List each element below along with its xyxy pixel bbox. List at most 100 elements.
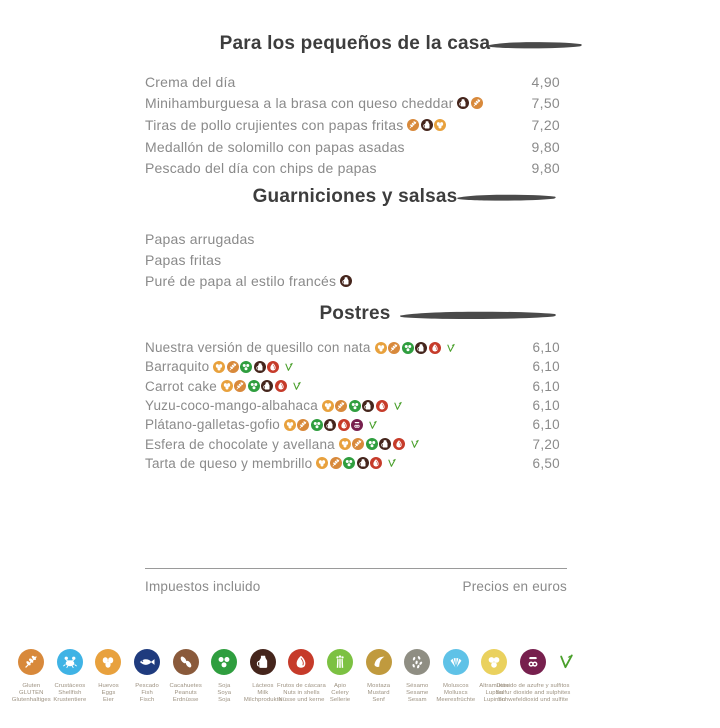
so2-icon	[351, 418, 364, 431]
vegetarian-v-icon	[368, 420, 378, 430]
menu-item-price: 7,20	[532, 436, 560, 452]
menu-item-name: Esfera de chocolate y avellana	[145, 436, 335, 452]
menu-item-price: 9,80	[531, 160, 560, 177]
legend-item-sesame: Sésamo Sesame Sesam	[398, 649, 437, 704]
menu-item-row: Medallón de solomillo con papas asadas 9,…	[145, 136, 560, 158]
nut-shell-icon	[274, 380, 287, 393]
milk-jug-icon	[420, 118, 433, 131]
menu-item-name: Crema del día	[145, 73, 236, 90]
menu-item-name: Barraquito	[145, 359, 210, 375]
legend-item-label: Sésamo Sesame Sesam	[406, 683, 429, 703]
menu-item-row: Papas arrugadas	[145, 228, 560, 249]
mustard-icon	[365, 649, 392, 675]
menu-item-name: Papas fritas	[145, 251, 222, 268]
nut-shell-icon	[267, 360, 280, 373]
allergen-icon-group	[457, 97, 483, 110]
peanut-icon	[172, 649, 199, 675]
allergen-icon-group	[220, 380, 287, 393]
menu-item-name: Carrot cake	[145, 378, 217, 394]
wheat-icon	[407, 118, 420, 131]
menu-item-row: Minihamburguesa a la brasa con queso che…	[145, 93, 560, 115]
legend-item-celery: Apio Celery Sellerie	[321, 649, 360, 704]
legend-item-label: Moluscos Molluscs Meeresfrüchte	[436, 683, 476, 703]
menu-item-price: 7,20	[531, 116, 560, 133]
nut-shell-icon	[337, 418, 350, 431]
menu-item-row: Papas fritas	[145, 249, 560, 270]
vegetarian-v-icon	[292, 381, 302, 391]
wheat-icon	[297, 418, 310, 431]
section-title: Guarniciones y salsas	[252, 186, 458, 207]
allergen-icon-group	[340, 275, 353, 288]
legend-item-crustaceans: Crustáceos Shellfish Krustentiere	[51, 649, 90, 704]
vegetarian-v-icon	[284, 362, 294, 372]
milk-jug-icon	[340, 275, 353, 288]
menu-item-row: Nuestra versión de quesillo con nata 6,10	[145, 338, 560, 357]
menu-item-row: Crema del día 4,90	[145, 71, 560, 93]
brush-stroke	[457, 194, 556, 201]
wheat-icon	[18, 649, 45, 675]
wheat-icon	[329, 457, 342, 470]
menu-item-row: Esfera de chocolate y avellana 7,20	[145, 434, 560, 453]
milk-jug-icon	[457, 97, 470, 110]
eggs-icon	[95, 649, 122, 675]
soybean-icon	[310, 418, 323, 431]
legend-item-mustard: Mostaza Mustard Senf	[359, 649, 398, 704]
legend-item-sulfites: Dióxido de azufre y sulfitos Sulfur dioxi…	[496, 649, 570, 704]
legend-item-soy: Soja Soya Soja	[205, 649, 244, 704]
milk-jug-icon	[356, 457, 369, 470]
menu-item-row: Carrot cake 6,10	[145, 377, 560, 396]
soybean-icon	[348, 399, 361, 412]
vegetarian-v-icon	[387, 458, 397, 468]
allergen-icon-group	[321, 399, 388, 412]
eggs-icon	[213, 360, 226, 373]
legend-item-label: Frutos de cáscara Nuts in shells Nüsse und…	[277, 683, 326, 703]
legend-item-fish: Pescado Fish Fisch	[128, 649, 167, 704]
menu-item-name: Papas arrugadas	[145, 230, 255, 247]
menu-item-price: 6,50	[532, 455, 560, 471]
menu-item-row: Yuzu-coco-mango-albahaca 6,10	[145, 396, 560, 415]
wheat-icon	[470, 97, 483, 110]
footer-currency-note: Precios en euros	[462, 579, 567, 594]
milk-jug-icon	[415, 341, 428, 354]
nut-shell-icon	[288, 649, 315, 675]
legend-item-lupins: Altramuces Lupins Lupinen	[475, 649, 514, 704]
section-title: Postres	[319, 303, 391, 324]
menu-item-list: Papas arrugadas Papas fritas Puré de papa …	[145, 228, 560, 292]
legend-item-label: Crustáceos Shellfish Krustentiere	[53, 683, 87, 703]
eggs-icon	[283, 418, 296, 431]
allergen-icon-group	[407, 118, 447, 131]
menu-item-price: 4,90	[531, 73, 560, 90]
vegetarian-v-icon	[410, 439, 420, 449]
soybean-icon	[247, 380, 260, 393]
menu-item-price: 6,10	[532, 398, 560, 414]
menu-item-list: Nuestra versión de quesillo con nata 6,10…	[145, 338, 560, 473]
milk-jug-icon	[253, 360, 266, 373]
menu-item-name: Medallón de solomillo con papas asadas	[145, 138, 405, 155]
wheat-icon	[234, 380, 247, 393]
eggs-icon	[321, 399, 334, 412]
menu-item-row: Puré de papa al estilo francés	[145, 271, 560, 292]
milk-jug-icon	[324, 418, 337, 431]
legend-item-label: Pescado Fish Fisch	[135, 683, 159, 703]
footer-tax-note: Impuestos incluido	[145, 579, 261, 594]
legend-item-gluten: Gluten GLUTEN Glutenhaltiges	[12, 649, 51, 704]
legend-item-molluscs: Moluscos Molluscs Meeresfrüchte	[436, 649, 475, 704]
eggs-icon	[434, 118, 447, 131]
menu-item-price: 6,10	[532, 378, 560, 394]
brush-stroke	[488, 42, 582, 49]
legend-item-label: Mostaza Mustard Senf	[367, 683, 391, 703]
menu-item-price: 9,80	[531, 138, 560, 155]
legend-item-label: Altramuces Lupins Lupinen	[479, 683, 510, 703]
legend-item-label: Huevos Eggs Eier	[98, 683, 119, 703]
soybean-icon	[240, 360, 253, 373]
section-title: Para los pequeños de la casa	[219, 33, 491, 54]
lupin-seeds-icon	[481, 649, 508, 675]
legend-item-label: Cacahuetes Peanuts Erdnüsse	[169, 683, 202, 703]
wheat-icon	[335, 399, 348, 412]
menu-item-price: 6,10	[532, 417, 560, 433]
menu-item-row: Barraquito 6,10	[145, 357, 560, 376]
legend-item-peanuts: Cacahuetes Peanuts Erdnüsse	[166, 649, 205, 704]
milk-jug-icon	[249, 649, 276, 675]
fish-icon	[134, 649, 161, 675]
